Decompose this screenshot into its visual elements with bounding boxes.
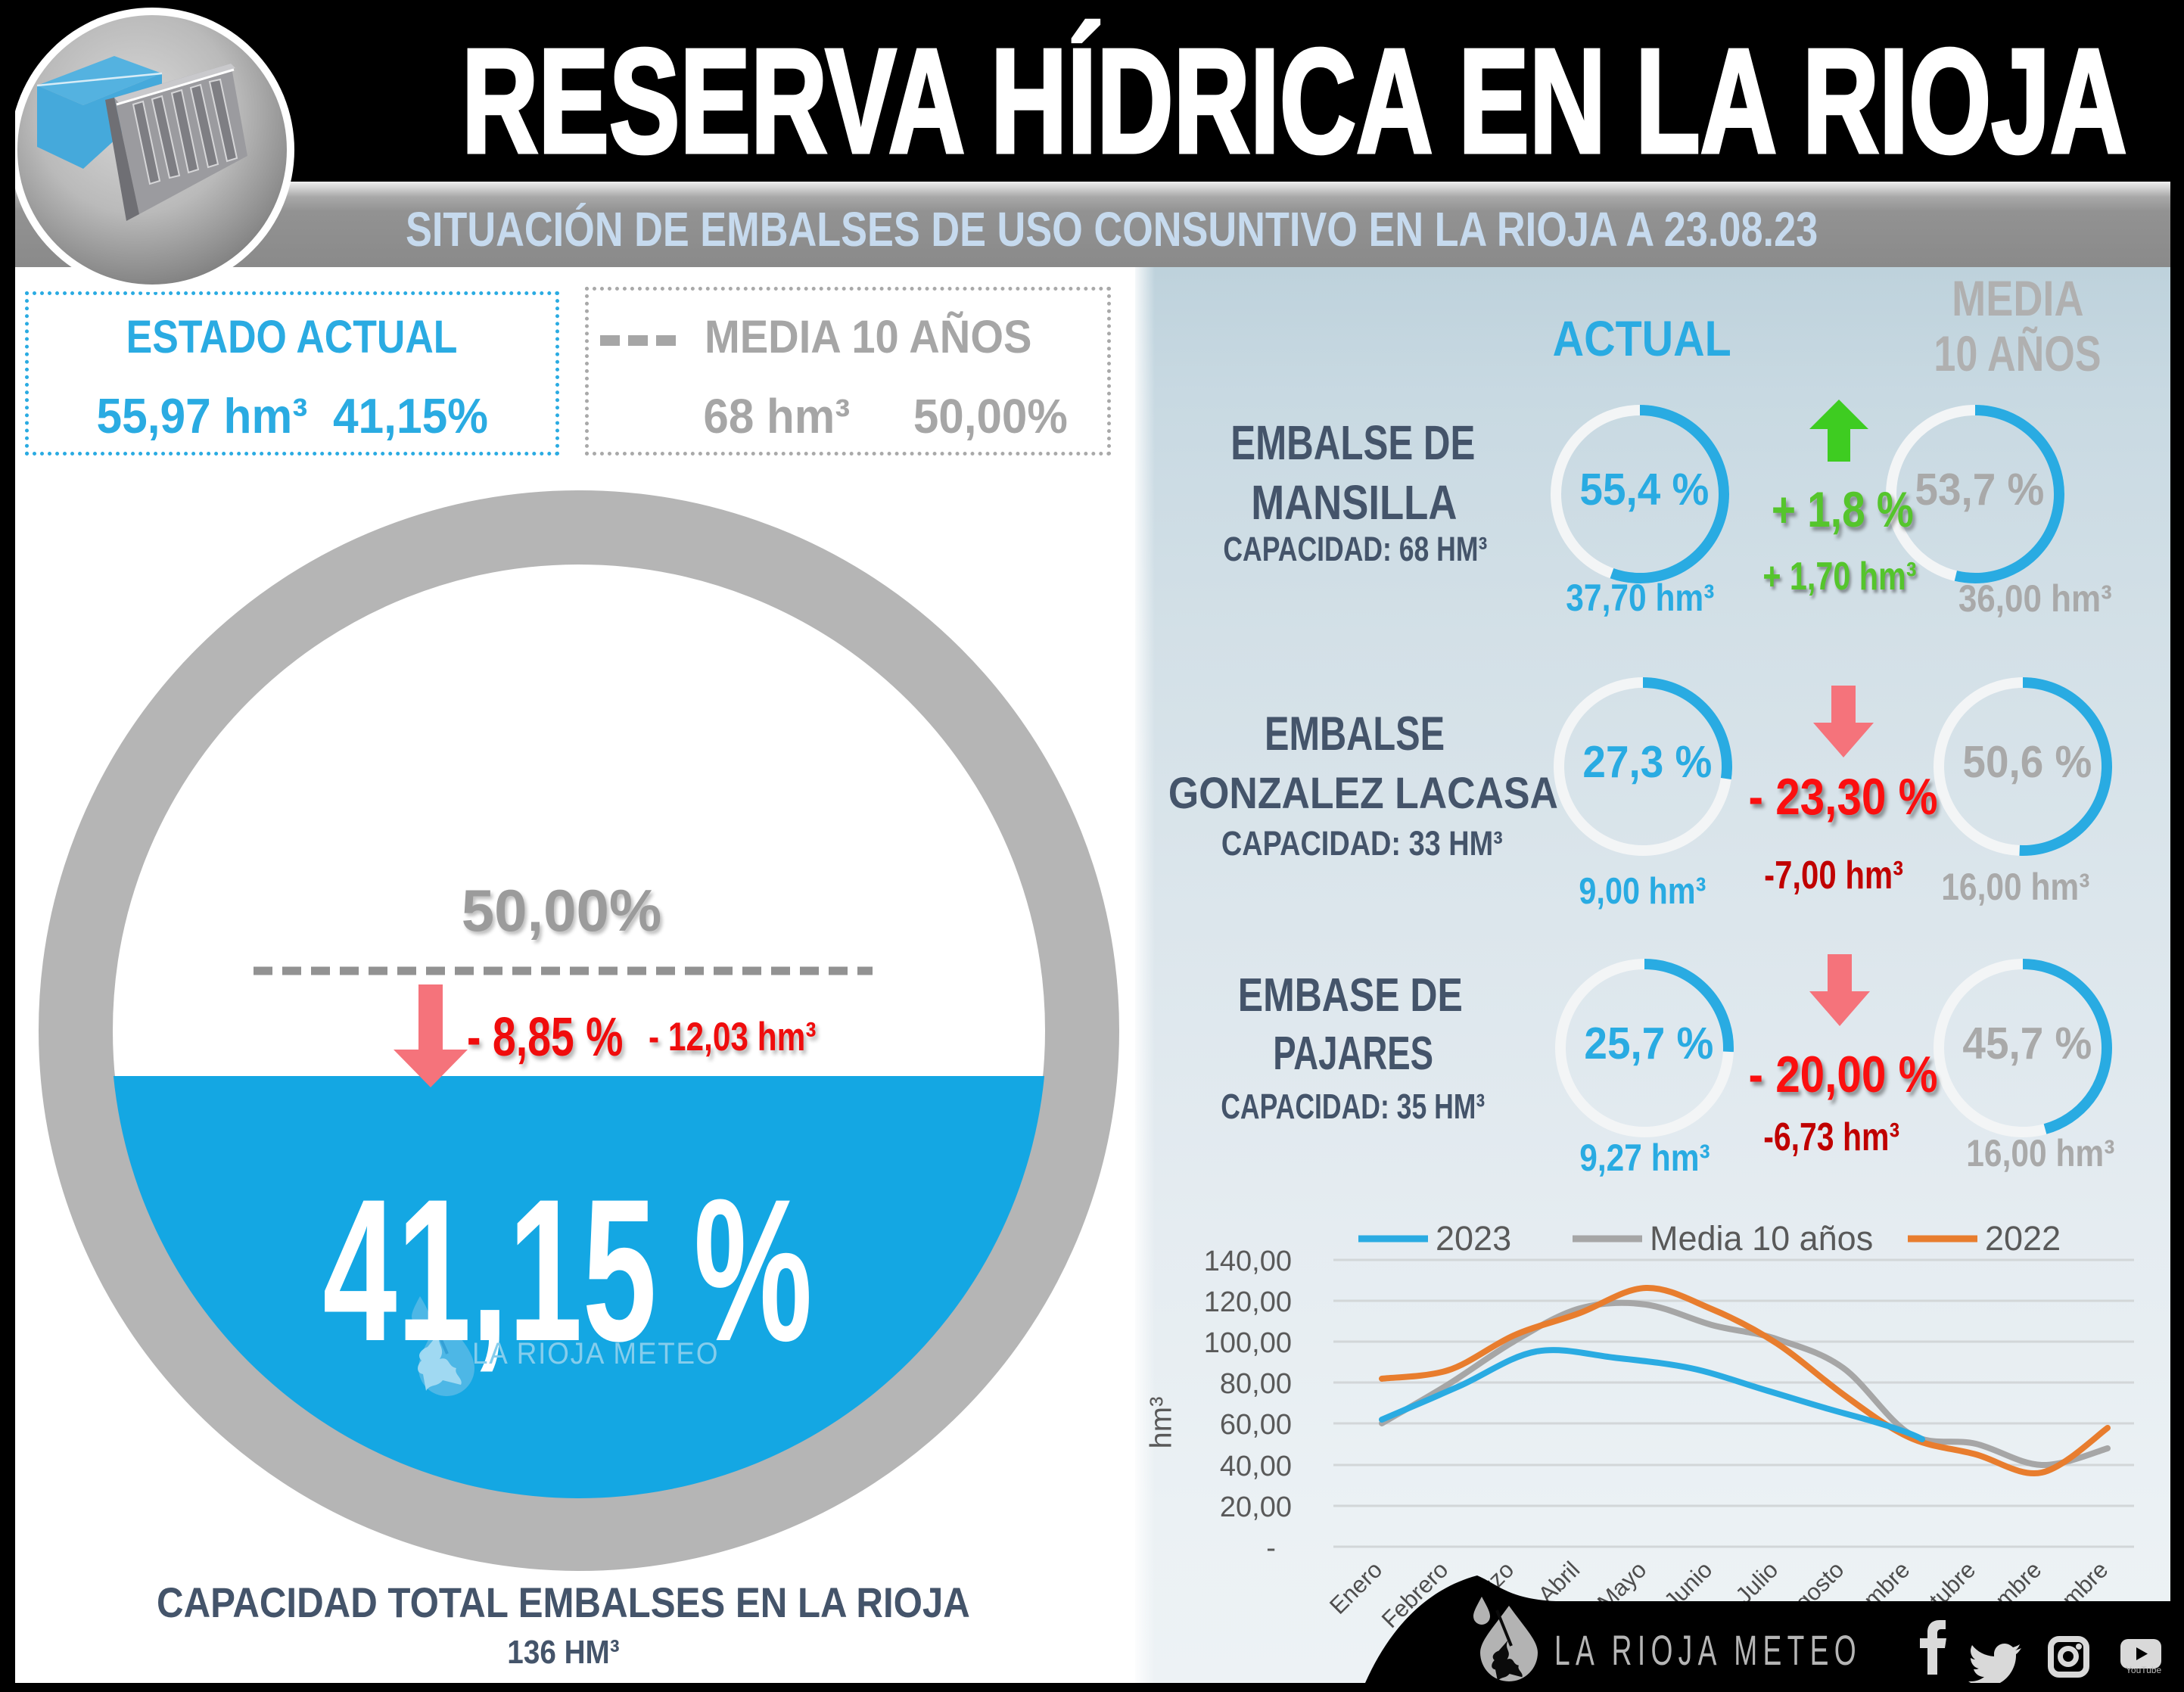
svg-text:2022: 2022: [1985, 1219, 2061, 1258]
svg-text:Media 10 años: Media 10 años: [1650, 1219, 1873, 1258]
svg-text:2023: 2023: [1436, 1219, 1511, 1258]
svg-text:LA RIOJA METEO: LA RIOJA METEO: [1554, 1626, 1862, 1674]
svg-text:YouTube: YouTube: [2126, 1665, 2161, 1675]
